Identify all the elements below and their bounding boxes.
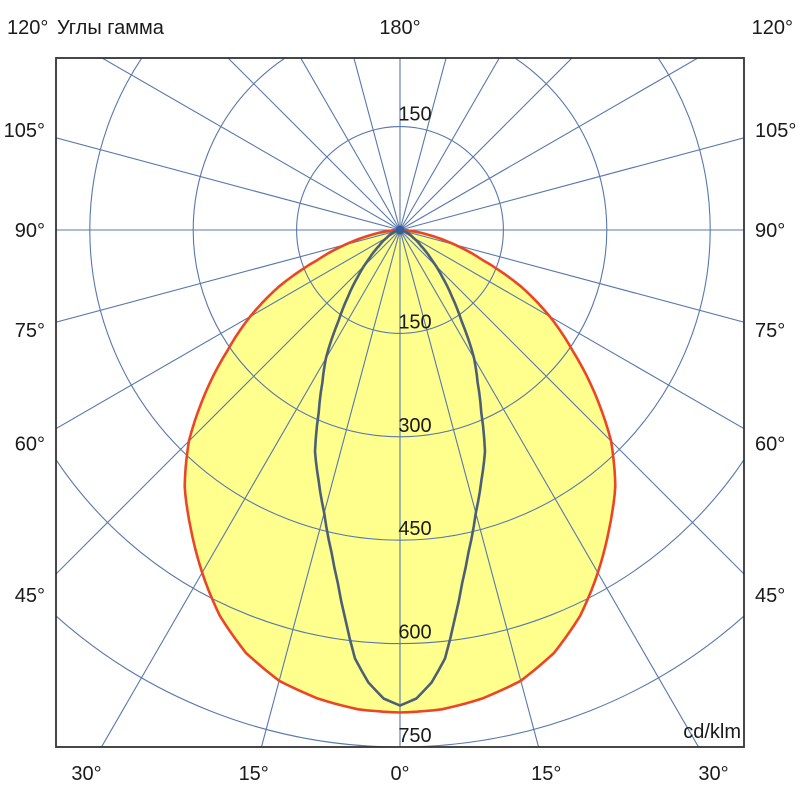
gamma-axis-label: 15° <box>531 763 561 785</box>
gamma-axis-label: 75° <box>755 320 785 342</box>
gamma-grid-line <box>399 58 500 231</box>
radial-tick-label: 300 <box>398 415 431 437</box>
gamma-axis-label: 180° <box>379 17 420 39</box>
gamma-axis-label: 60° <box>755 434 785 456</box>
chart-title: Углы гамма <box>57 17 164 39</box>
radial-tick-label: 600 <box>398 622 431 644</box>
gamma-axis-label: 30° <box>71 763 101 785</box>
gamma-grid-line <box>399 58 573 231</box>
gamma-grid-line <box>100 229 401 747</box>
radial-tick-label: 450 <box>398 518 431 540</box>
gamma-grid-line <box>56 229 401 575</box>
gamma-axis-label: 90° <box>15 220 45 242</box>
radial-tick-label: 150 <box>398 104 431 126</box>
radial-tick-label: 750 <box>398 725 431 747</box>
gamma-grid-line <box>56 229 401 323</box>
gamma-axis-label: 0° <box>390 763 409 785</box>
gamma-grid-line <box>399 229 744 430</box>
gamma-grid-line <box>260 229 401 747</box>
gamma-axis-label: 45° <box>755 585 785 607</box>
gamma-axis-label: 30° <box>698 763 728 785</box>
gamma-grid-line <box>100 58 401 231</box>
gamma-grid-line <box>399 229 744 323</box>
radial-unit-label: cd/klm <box>683 721 741 743</box>
gamma-axis-label: 15° <box>239 763 269 785</box>
gamma-axis-label: 105° <box>4 120 45 142</box>
gamma-axis-label: 105° <box>755 120 796 142</box>
radial-tick-label: 150 <box>398 311 431 333</box>
secondary-beam-curve <box>313 228 487 707</box>
gamma-grid-line <box>300 58 401 231</box>
gamma-grid-line <box>399 58 700 231</box>
gamma-grid-line <box>399 137 744 231</box>
gamma-grid-line <box>56 137 401 231</box>
gamma-axis-label: 120° <box>7 17 48 39</box>
gamma-grid-line <box>399 58 447 231</box>
gamma-axis-label: 75° <box>15 320 45 342</box>
gamma-axis-label: 45° <box>15 585 45 607</box>
gamma-grid-line <box>399 229 700 747</box>
gamma-axis-label: 120° <box>752 17 793 39</box>
pole-dot <box>395 225 405 235</box>
gamma-grid-line <box>399 229 540 747</box>
gamma-grid-line <box>227 58 401 231</box>
gamma-axis-label: 90° <box>755 220 785 242</box>
plot-frame <box>55 57 745 748</box>
gamma-grid-line <box>353 58 401 231</box>
main-beam-curve <box>183 228 617 714</box>
gamma-grid-line <box>399 229 744 575</box>
gamma-axis-label: 60° <box>15 434 45 456</box>
gamma-grid-line <box>56 229 401 430</box>
